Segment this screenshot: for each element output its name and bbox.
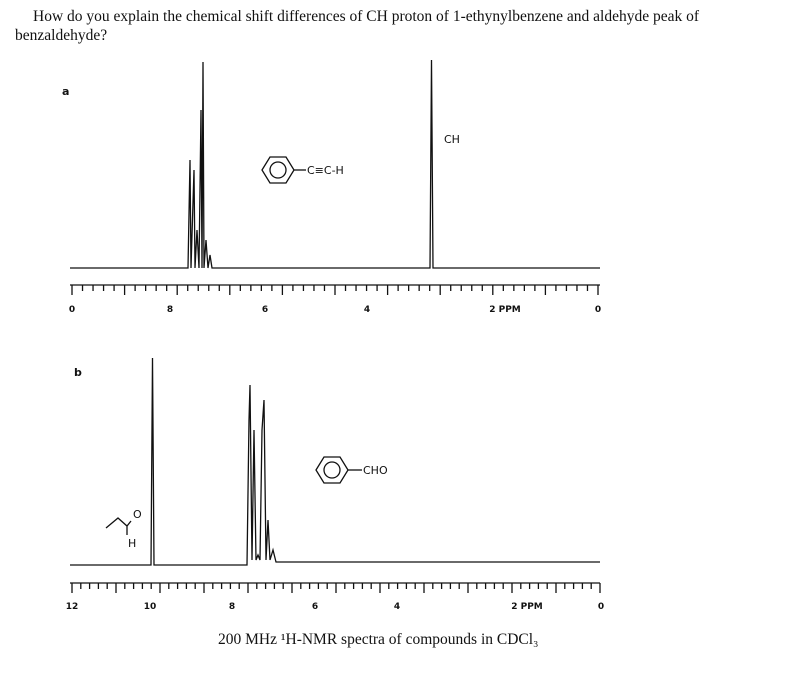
atom-label: O — [133, 508, 142, 521]
question-line: benzaldehyde? — [15, 27, 108, 44]
axis-label: 0 — [598, 602, 604, 612]
axis-label: 0 — [595, 305, 601, 315]
substituent: CHO — [363, 464, 388, 477]
axis-labels: 12 10 8 6 4 2 PPM 0 — [66, 602, 604, 612]
spectrum-label: a — [62, 85, 69, 98]
spectrum-trace — [70, 59, 600, 269]
axis-label: 4 — [394, 602, 400, 612]
spectrum-trace — [70, 357, 600, 566]
benzene-ring — [323, 461, 341, 479]
axis-label: 0 — [69, 305, 75, 315]
axis-label: 10 — [144, 602, 157, 612]
axis-label: 2 PPM — [489, 305, 521, 315]
spectrum-a — [70, 59, 600, 295]
question-line: How do you explain the chemical shift di… — [33, 8, 699, 25]
ticks — [71, 285, 599, 295]
axis-label: 2 PPM — [511, 602, 543, 612]
spectrum-label: b — [74, 366, 82, 379]
benzene-ring — [315, 456, 349, 484]
axis-label: 6 — [312, 602, 318, 612]
substituent: C≡C-H — [307, 164, 344, 177]
spectrum-b — [70, 357, 601, 593]
peak-label: CH — [444, 133, 460, 146]
axis-label: 8 — [167, 305, 173, 315]
atom-label: H — [128, 537, 136, 550]
axis-label: 4 — [364, 305, 370, 315]
axis-label: 12 — [66, 602, 79, 612]
aldehyde-group — [105, 517, 132, 535]
caption: 200 MHz ¹H-NMR spectra of compounds in C… — [218, 631, 539, 648]
axis-label: 6 — [262, 305, 268, 315]
benzene-ring — [261, 156, 295, 184]
ticks — [71, 583, 601, 593]
axis-label: 8 — [229, 602, 235, 612]
benzene-ring — [269, 161, 287, 179]
axis-labels: 0 8 6 4 2 PPM 0 — [69, 305, 601, 315]
